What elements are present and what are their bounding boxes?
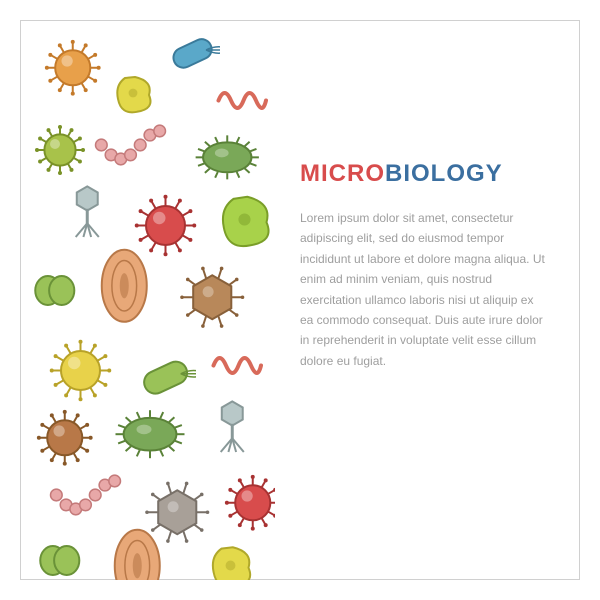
organism-virus-spike-red-2 [219, 469, 275, 537]
organism-diplo-green-2 [29, 529, 97, 580]
organism-diplo-green [24, 259, 92, 327]
organism-virus-spike-orange-1 [39, 34, 107, 102]
microorganism-illustration-panel [20, 20, 275, 580]
organism-hexagon-brown [171, 256, 254, 339]
body-text: Lorem ipsum dolor sit amet, consectetur … [300, 208, 550, 371]
organism-amoeba-yellow-2 [199, 534, 267, 580]
title-part-2: BIOLOGY [385, 160, 503, 187]
text-panel: MICROBIOLOGY Lorem ipsum dolor sit amet,… [300, 160, 560, 371]
title-part-1: MICRO [300, 160, 385, 187]
organism-phage-2 [191, 386, 274, 469]
organism-spore-orange-2 [96, 511, 209, 580]
organism-amoeba-green [206, 181, 275, 264]
organism-virus-spike-yellow [43, 333, 118, 408]
page-title: MICROBIOLOGY [300, 160, 560, 188]
